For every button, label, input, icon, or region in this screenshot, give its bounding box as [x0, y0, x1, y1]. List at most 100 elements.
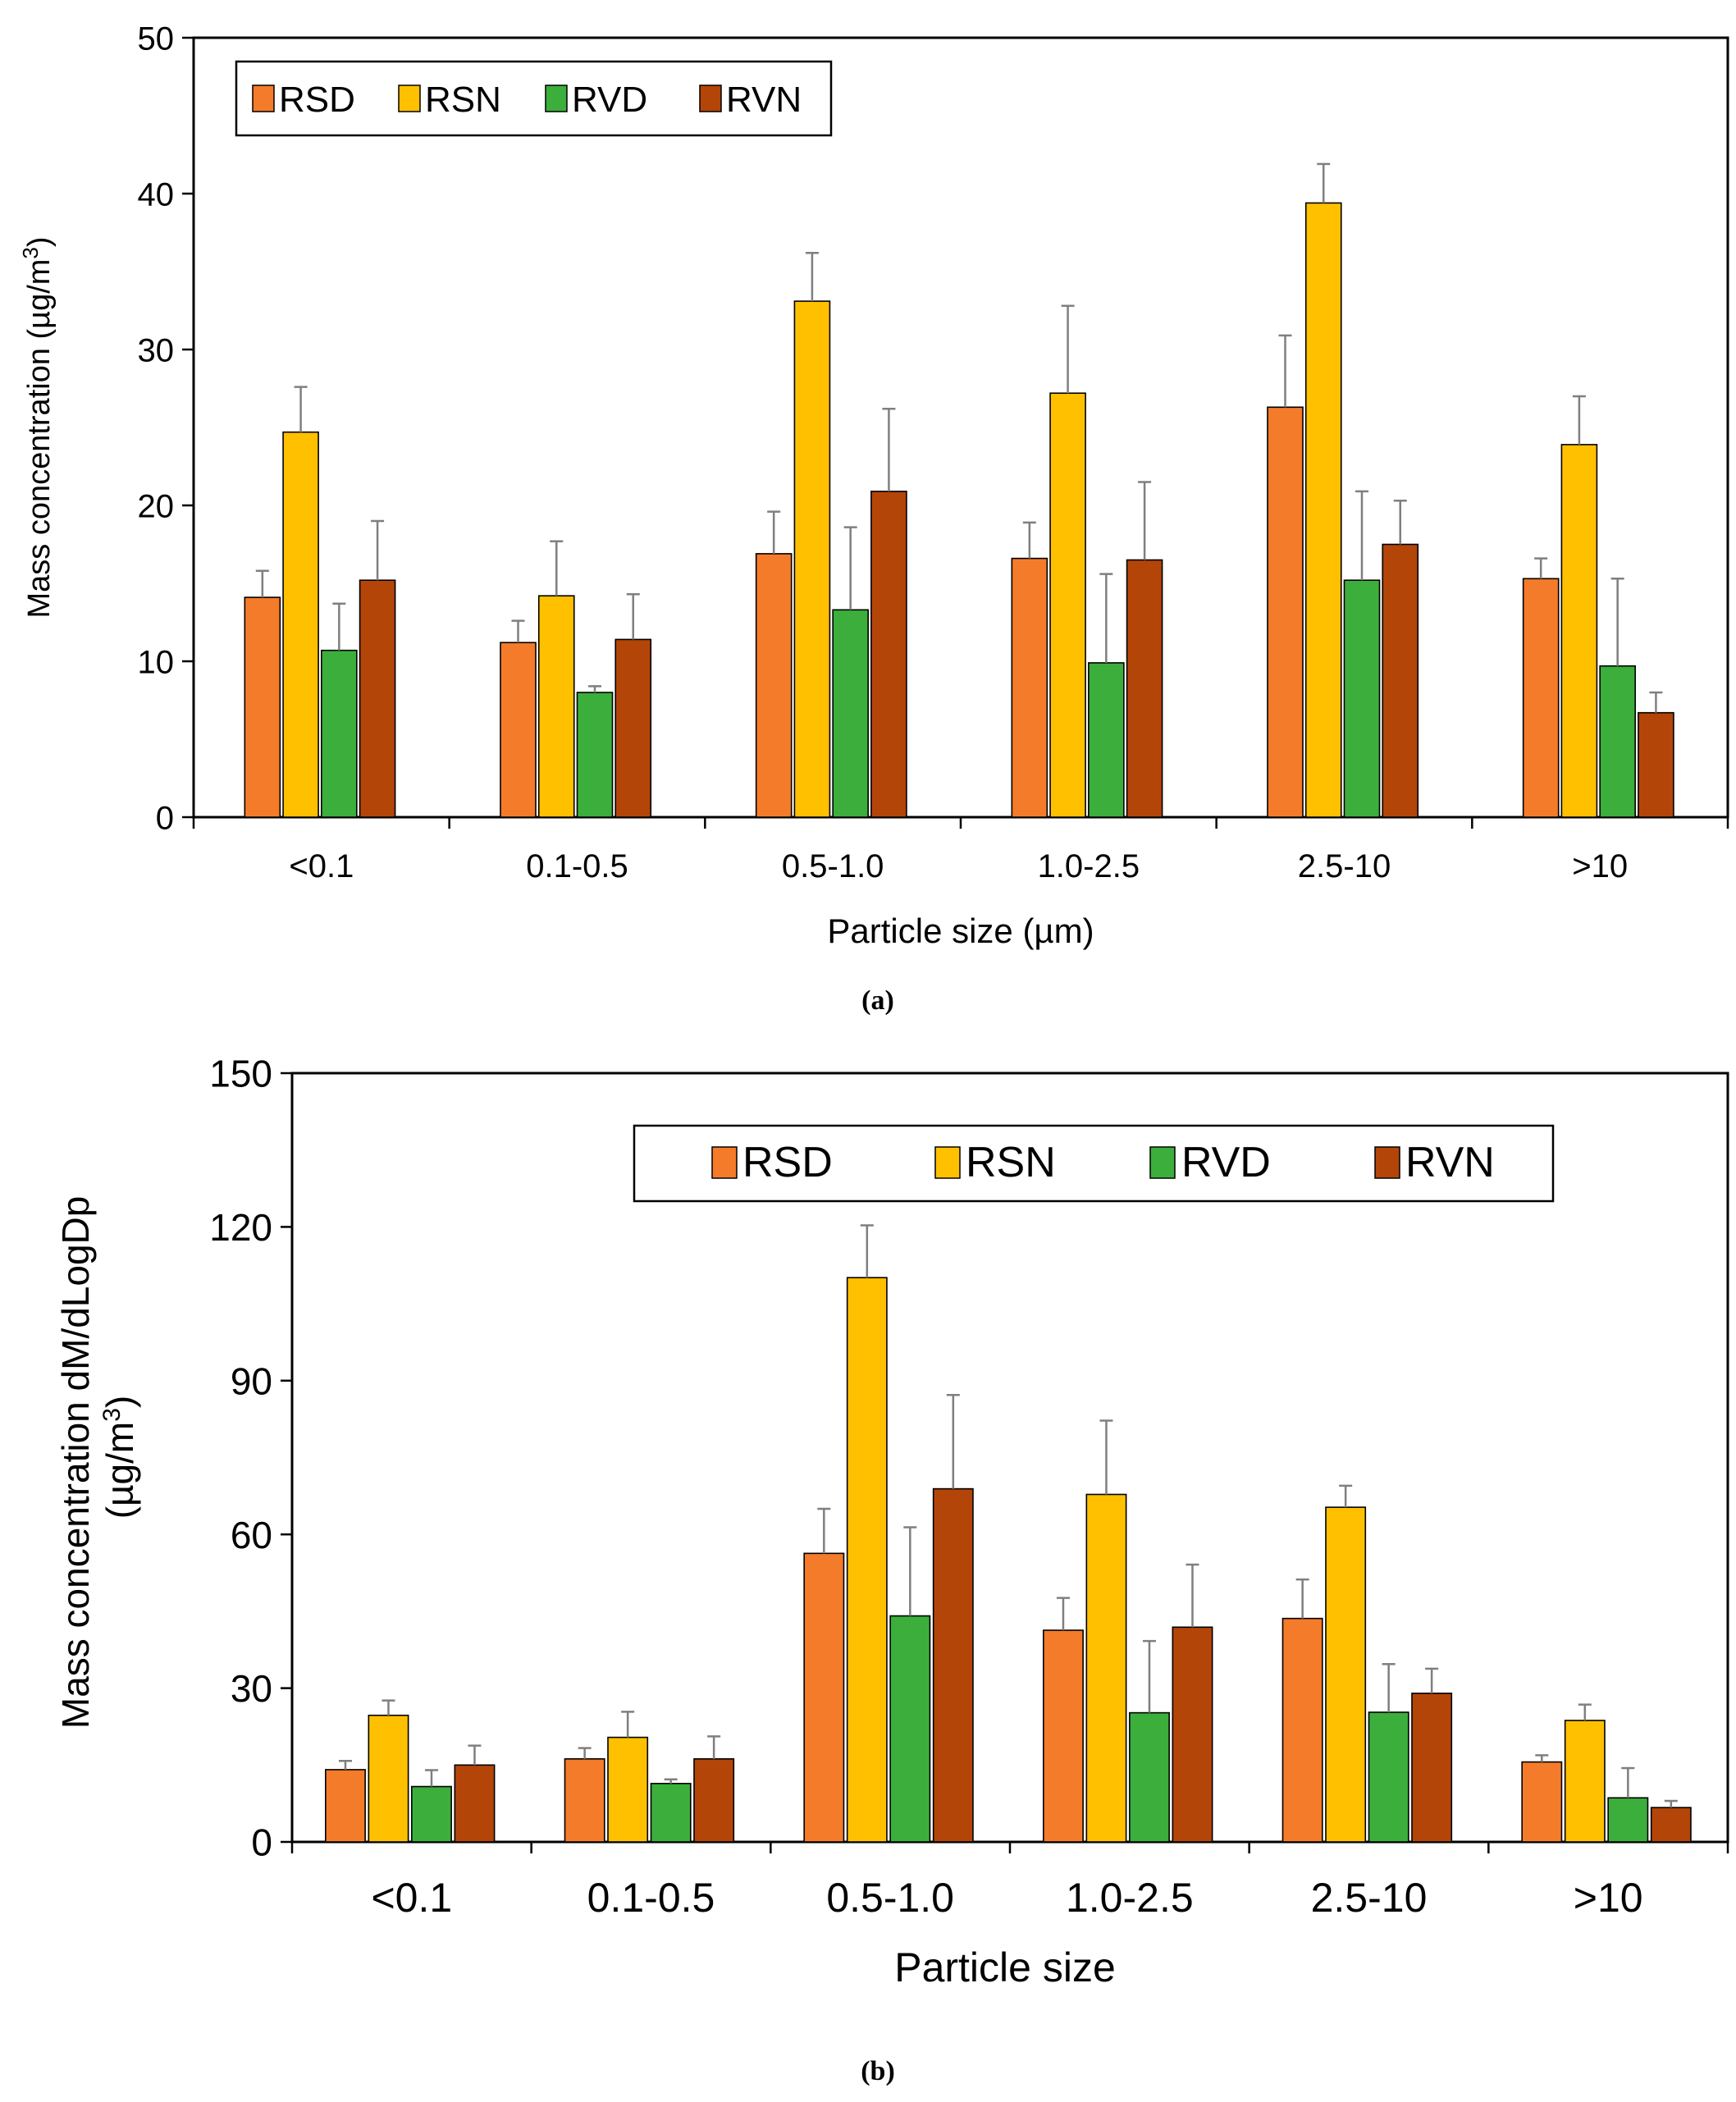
error-bar-rvd-4	[1355, 490, 1369, 581]
legend-b-rsn-label: RSN	[966, 1139, 1056, 1186]
error-bar-rvd-3	[1142, 1639, 1156, 1713]
bar-rsn-1	[537, 595, 575, 818]
bar-rvd-4	[1343, 579, 1381, 818]
error-bar-rvd-1	[588, 685, 602, 692]
legend-a-rvd-label: RVD	[572, 80, 647, 120]
error-bar-rsd-5	[1534, 557, 1548, 579]
error-bar-rsd-4	[1278, 334, 1292, 408]
error-bar-rsn-5	[1578, 1703, 1592, 1720]
error-bar-rsn-4	[1317, 162, 1331, 203]
bar-rvd-1	[576, 692, 614, 818]
error-bar-rsd-4	[1295, 1578, 1309, 1619]
error-bar-rvd-4	[1382, 1662, 1396, 1712]
bar-rsn-3	[1049, 392, 1086, 818]
x-tick-label: 1.0-2.5	[1066, 1875, 1194, 1921]
bar-rvn-0	[454, 1764, 496, 1843]
chart-a: 0 10 20 30 40 50 <0.1 0.1-0.5 0.5-1.0 1.0-2.5 2.5…	[18, 21, 1729, 1016]
legend-a-rsn-swatch	[398, 85, 421, 112]
legend-b-rsd-swatch	[711, 1146, 738, 1179]
legend-a-rvd-swatch	[545, 85, 568, 112]
bar-rvn-3	[1126, 559, 1163, 818]
x-tick-label: <0.1	[289, 848, 354, 884]
bar-rsd-0	[325, 1769, 366, 1843]
bar-rsn-3	[1085, 1493, 1127, 1843]
error-bar-rvn-5	[1649, 691, 1663, 713]
bar-rvn-2	[870, 491, 907, 818]
error-bar-rsn-0	[381, 1699, 395, 1716]
bar-rsn-5	[1564, 1720, 1606, 1843]
error-bar-rvn-4	[1393, 500, 1407, 545]
bar-rsn-1	[607, 1736, 649, 1843]
bar-rsn-0	[368, 1714, 409, 1843]
bar-rsd-5	[1521, 1761, 1563, 1843]
legend-b-rvn-swatch	[1374, 1146, 1400, 1179]
error-bar-rsd-3	[1056, 1597, 1070, 1631]
error-bar-rsd-1	[511, 619, 525, 643]
x-tick-label: >10	[1572, 848, 1628, 884]
y-tick-label: 30	[138, 332, 175, 368]
bar-rvn-5	[1638, 711, 1674, 818]
bar-rsd-3	[1011, 557, 1048, 818]
bar-rsd-2	[803, 1552, 845, 1843]
error-bar-rvd-0	[424, 1769, 438, 1787]
y-tick-label: 20	[138, 488, 175, 524]
y-tick-label: 40	[138, 176, 175, 212]
legend-a-rsn-label: RSN	[425, 80, 501, 120]
chart-b: 0 30 60 90 120 150 <0.1 0.1-0.5 0.5-1.0 1.0-2.5 2…	[54, 1053, 1729, 2086]
y-tick-label: 0	[251, 1821, 272, 1864]
bar-rsn-4	[1325, 1506, 1367, 1843]
bar-rvn-4	[1411, 1693, 1453, 1843]
bar-rvd-2	[832, 609, 869, 818]
error-bar-rvn-4	[1425, 1667, 1439, 1693]
bar-rvn-2	[932, 1487, 974, 1843]
bar-rsd-2	[755, 553, 793, 818]
chart-a-y-axis: 0 10 20 30 40 50	[138, 21, 194, 836]
error-bar-rsd-0	[338, 1760, 352, 1770]
bar-rsd-4	[1281, 1617, 1323, 1843]
bar-rvn-5	[1650, 1807, 1692, 1843]
error-bar-rvd-2	[843, 526, 857, 610]
bar-rvn-4	[1382, 543, 1419, 818]
legend-b-rvd-label: RVD	[1181, 1139, 1271, 1186]
bar-rvd-2	[889, 1615, 931, 1843]
chart-b-caption: (b)	[861, 2056, 895, 2086]
chart-b-legend: RSD RSN RVD RVN	[633, 1124, 1555, 1203]
error-bar-rvd-2	[903, 1526, 917, 1616]
chart-b-y-axis-label-line1: Mass concentration dM/dLogDp	[54, 1196, 97, 1729]
bar-rvd-0	[321, 649, 358, 818]
error-bar-rsd-0	[255, 569, 269, 598]
x-tick-label: 2.5-10	[1311, 1875, 1428, 1921]
bar-rsn-2	[793, 300, 831, 818]
error-bar-rsd-2	[767, 510, 781, 554]
y-tick-label: 10	[138, 644, 175, 680]
x-tick-label: 0.1-0.5	[526, 848, 628, 884]
chart-b-x-axis: <0.1 0.1-0.5 0.5-1.0 1.0-2.5 2.5-10 >10	[290, 1842, 1729, 1921]
bar-rvd-4	[1368, 1711, 1409, 1843]
error-bar-rvn-1	[707, 1735, 721, 1759]
error-bar-rsd-5	[1535, 1754, 1549, 1762]
error-bar-rsn-3	[1061, 304, 1075, 394]
y-tick-label: 30	[231, 1667, 272, 1710]
bar-rvd-0	[411, 1785, 452, 1843]
error-bar-rsn-3	[1099, 1419, 1113, 1495]
chart-a-caption: (a)	[861, 985, 894, 1016]
legend-a-rsd-label: RSD	[279, 80, 355, 120]
chart-a-x-axis-label: Particle size (µm)	[827, 912, 1094, 950]
error-bar-rvn-2	[946, 1394, 960, 1489]
x-tick-label: 0.5-1.0	[782, 848, 884, 884]
error-bar-rvd-3	[1099, 573, 1113, 663]
chart-b-y-axis-label: Mass concentration dM/dLogDp (µg/m3)	[54, 1186, 141, 1729]
bar-rsn-0	[282, 431, 319, 818]
chart-b-x-axis-label: Particle size	[894, 1944, 1116, 1990]
error-bar-rsn-5	[1572, 395, 1586, 445]
error-bar-rvn-3	[1186, 1563, 1199, 1628]
bar-rsd-1	[564, 1758, 605, 1843]
legend-b-rvd-swatch	[1149, 1146, 1176, 1179]
bar-rvn-1	[614, 638, 652, 818]
error-bar-rvd-5	[1610, 578, 1624, 666]
legend-b-rsd-label: RSD	[742, 1139, 833, 1186]
legend-b-rsn-swatch	[934, 1146, 961, 1179]
bar-rsn-4	[1304, 202, 1342, 818]
chart-b-y-axis-label-line2: (µg/m3)	[98, 1396, 141, 1519]
bar-rsd-1	[500, 642, 537, 818]
